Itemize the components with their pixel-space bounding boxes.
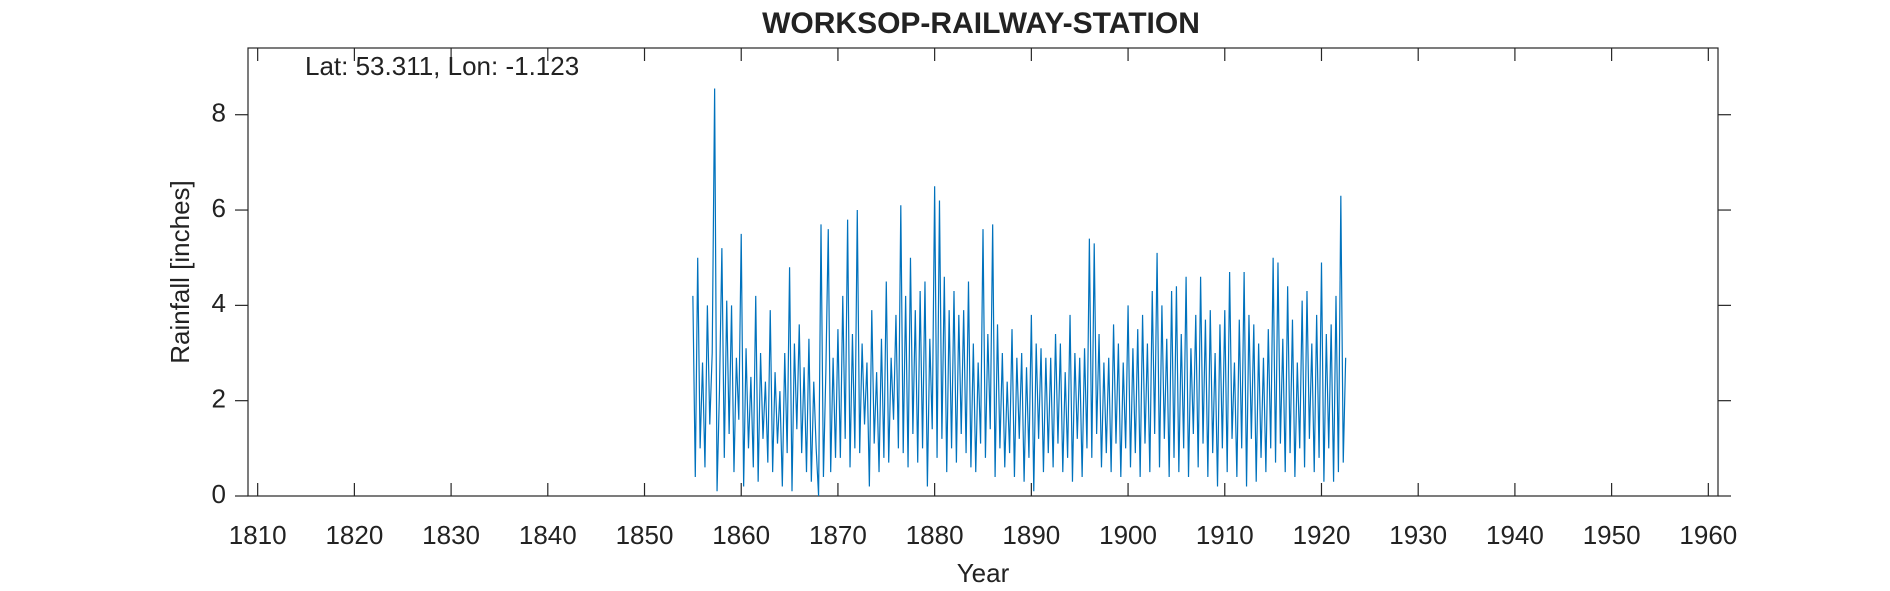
- x-tick-label: 1840: [519, 520, 577, 550]
- y-tick-label: 4: [212, 288, 226, 318]
- x-tick-label: 1810: [229, 520, 287, 550]
- x-tick-label: 1900: [1099, 520, 1157, 550]
- x-tick-label: 1940: [1486, 520, 1544, 550]
- y-tick-label: 8: [212, 98, 226, 128]
- x-tick-label: 1870: [809, 520, 867, 550]
- chart-title: WORKSOP-RAILWAY-STATION: [762, 7, 1200, 40]
- x-tick-label: 1930: [1389, 520, 1447, 550]
- x-tick-label: 1910: [1196, 520, 1254, 550]
- y-tick-label: 0: [212, 479, 226, 509]
- x-tick-label: 1890: [1002, 520, 1060, 550]
- x-axis-label: Year: [957, 558, 1010, 588]
- x-tick-label: 1850: [616, 520, 674, 550]
- y-tick-label: 6: [212, 193, 226, 223]
- data-line: [692, 88, 1347, 497]
- x-tick-label: 1950: [1583, 520, 1641, 550]
- x-tick-label: 1960: [1679, 520, 1737, 550]
- x-tick-label: 1860: [712, 520, 770, 550]
- x-tick-label: 1920: [1293, 520, 1351, 550]
- x-tick-label: 1880: [906, 520, 964, 550]
- y-axis-label: Rainfall [inches]: [165, 180, 195, 364]
- x-tick-label: 1820: [325, 520, 383, 550]
- annotation: Lat: 53.311, Lon: -1.123: [305, 51, 579, 81]
- x-tick-label: 1830: [422, 520, 480, 550]
- plot-frame: [247, 47, 1719, 497]
- y-tick-label: 2: [212, 384, 226, 414]
